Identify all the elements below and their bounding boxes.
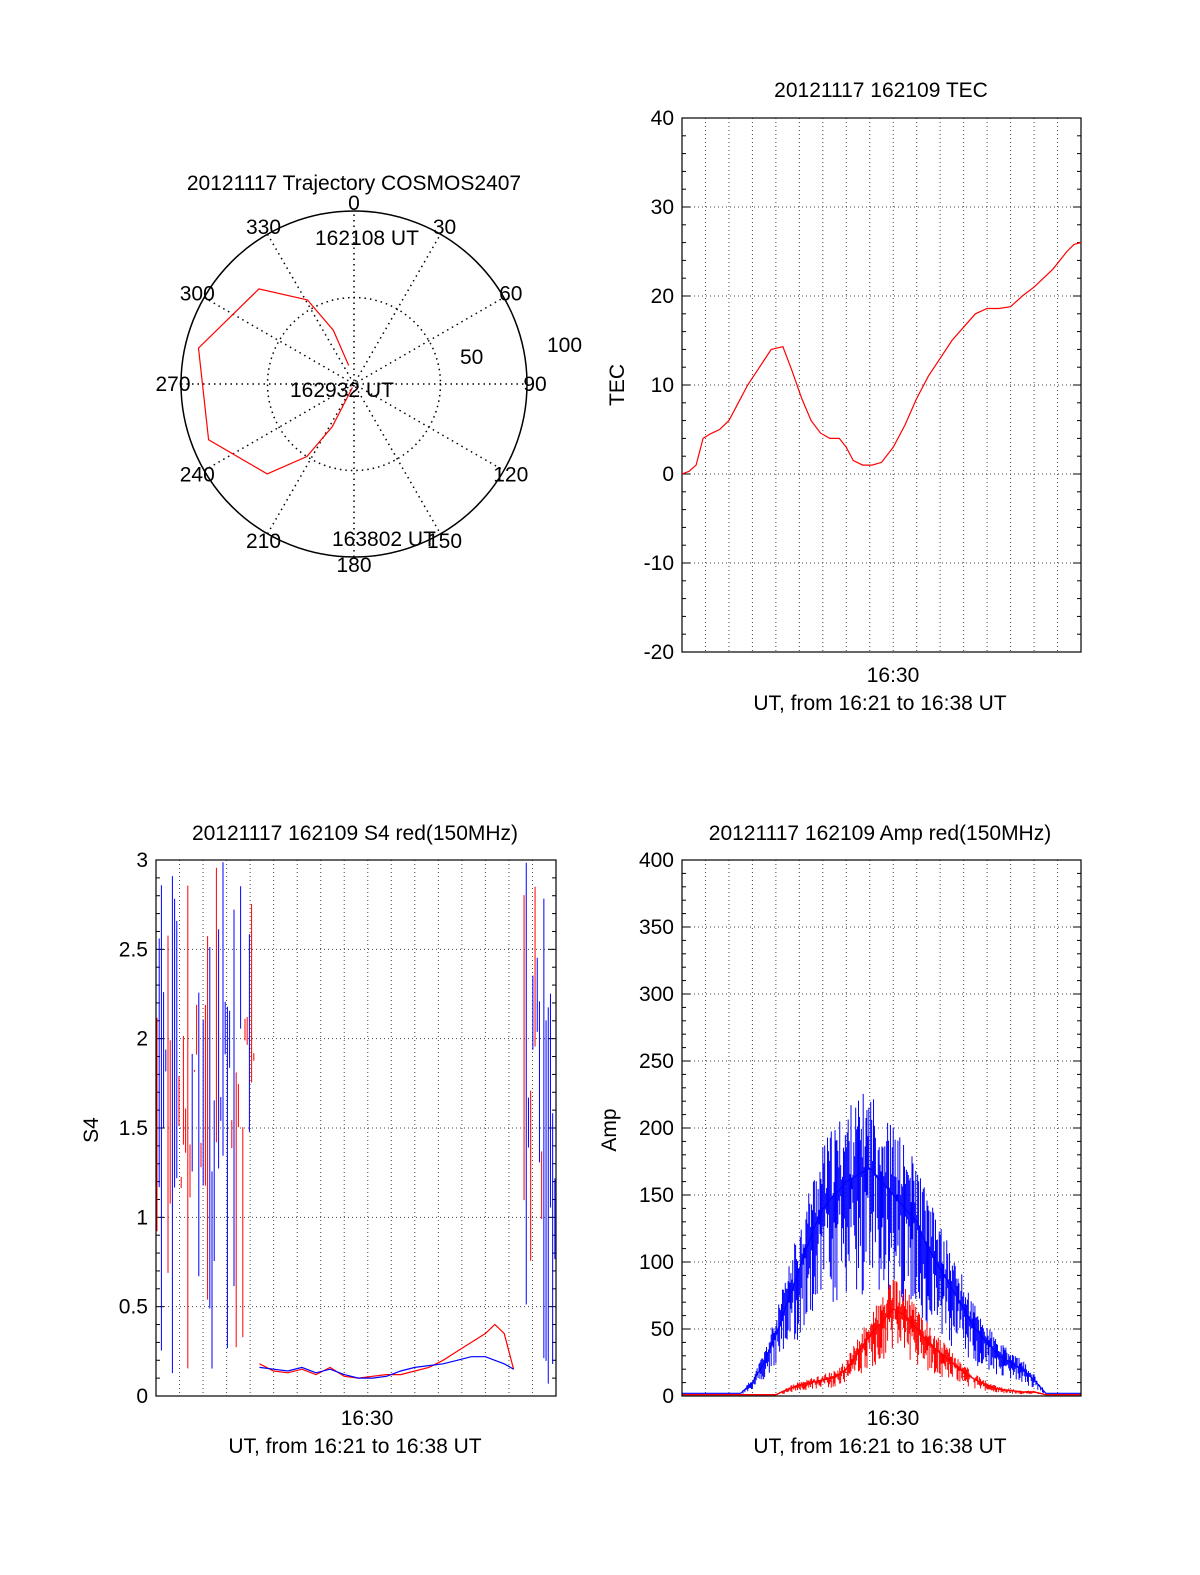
amp-ylabel: Amp bbox=[598, 1108, 621, 1151]
tec-title: 20121117 162109 TEC bbox=[774, 79, 988, 102]
ytick-label: 40 bbox=[651, 107, 674, 130]
amp-noise bbox=[742, 1093, 1044, 1396]
amp-red-series-line bbox=[682, 1308, 1081, 1396]
amp-xlabel: UT, from 16:21 to 16:38 UT bbox=[753, 1435, 1006, 1458]
polar-angle-label: 330 bbox=[246, 216, 281, 239]
tec-ylabel: TEC bbox=[606, 364, 629, 406]
s4-noisy-regions bbox=[156, 862, 556, 1384]
ytick-label: 0 bbox=[662, 463, 674, 486]
s4-ytick-labels: 3 2.5 2 1.5 1 0.5 0 bbox=[119, 849, 148, 1408]
polar-annotation-end: 163802 UT bbox=[332, 528, 436, 551]
ytick-label: 300 bbox=[639, 983, 674, 1006]
polar-angle-label: 60 bbox=[499, 283, 522, 306]
ytick-label: 30 bbox=[651, 196, 674, 219]
polar-angle-label: 150 bbox=[427, 530, 462, 553]
ytick-label: 200 bbox=[639, 1117, 674, 1140]
ytick-label: 350 bbox=[639, 916, 674, 939]
polar-radius-label-100: 100 bbox=[547, 334, 582, 357]
polar-angle-label: 180 bbox=[336, 554, 371, 577]
ytick-label: 2.5 bbox=[119, 938, 148, 961]
ytick-label: 50 bbox=[651, 1318, 674, 1341]
ytick-label: 0.5 bbox=[119, 1296, 148, 1319]
polar-annotation-mid: 162932 UT bbox=[290, 379, 394, 402]
ytick-label: 3 bbox=[136, 849, 148, 872]
ytick-label: 1 bbox=[136, 1206, 148, 1229]
s4-red-series-line bbox=[259, 1323, 515, 1379]
polar-radius-label-50: 50 bbox=[460, 346, 483, 369]
amp-xtick: 16:30 bbox=[867, 1407, 920, 1430]
polar-angle-label: 270 bbox=[155, 373, 190, 396]
tec-grid bbox=[682, 117, 1081, 653]
ytick-label: 2 bbox=[136, 1028, 148, 1051]
s4-frame bbox=[155, 859, 557, 1397]
amp-title: 20121117 162109 Amp red(150MHz) bbox=[709, 822, 1051, 845]
amp-panel: 20121117 162109 Amp red(150MHz) 400 350 30… bbox=[598, 822, 1082, 1458]
s4-blue-series-line bbox=[259, 1356, 514, 1379]
polar-track-line bbox=[197, 288, 353, 475]
ytick-label: 0 bbox=[136, 1385, 148, 1408]
ytick-label: 150 bbox=[639, 1184, 674, 1207]
amp-ytick-labels: 400 350 300 250 200 150 100 50 0 bbox=[639, 849, 674, 1408]
tec-frame bbox=[681, 117, 1082, 653]
ytick-label: 10 bbox=[651, 374, 674, 397]
ytick-label: 100 bbox=[639, 1251, 674, 1274]
tec-series-line bbox=[681, 242, 1082, 475]
ytick-label: 1.5 bbox=[119, 1117, 148, 1140]
polar-angle-labels: 0 30 60 90 120 150 180 210 240 270 300 330 bbox=[155, 192, 546, 577]
ytick-label: 0 bbox=[662, 1385, 674, 1408]
polar-angle-label: 300 bbox=[180, 283, 215, 306]
s4-xtick: 16:30 bbox=[341, 1407, 394, 1430]
polar-title: 20121117 Trajectory COSMOS2407 bbox=[187, 172, 521, 195]
polar-angle-label: 90 bbox=[523, 373, 546, 396]
tec-ytick-labels: 40 30 20 10 0 -10 -20 bbox=[644, 107, 674, 664]
s4-panel: 20121117 162109 S4 red(150MHz) 3 2.5 2 1.5 1… bbox=[80, 822, 557, 1458]
ytick-label: -10 bbox=[644, 552, 674, 575]
tec-xtick: 16:30 bbox=[867, 664, 920, 687]
tec-xlabel: UT, from 16:21 to 16:38 UT bbox=[753, 692, 1006, 715]
polar-angle-label: 0 bbox=[348, 192, 360, 215]
polar-angle-label: 240 bbox=[180, 464, 215, 487]
polar-grid bbox=[181, 211, 527, 557]
s4-ylabel: S4 bbox=[80, 1117, 103, 1143]
polar-outer-circle bbox=[180, 210, 528, 558]
polar-angle-label: 210 bbox=[246, 530, 281, 553]
ytick-label: -20 bbox=[644, 641, 674, 664]
amp-frame bbox=[681, 859, 1082, 1397]
amp-blue-series-line bbox=[682, 1167, 1081, 1394]
polar-angle-label: 120 bbox=[493, 464, 528, 487]
polar-panel: 20121117 Trajectory COSMOS2407 0 30 60 90 12… bbox=[155, 172, 582, 577]
ytick-label: 20 bbox=[651, 285, 674, 308]
polar-annotation-start: 162108 UT bbox=[315, 227, 419, 250]
ytick-label: 400 bbox=[639, 849, 674, 872]
s4-title: 20121117 162109 S4 red(150MHz) bbox=[192, 822, 518, 845]
s4-xlabel: UT, from 16:21 to 16:38 UT bbox=[228, 1435, 481, 1458]
ytick-label: 250 bbox=[639, 1050, 674, 1073]
polar-angle-label: 30 bbox=[433, 216, 456, 239]
